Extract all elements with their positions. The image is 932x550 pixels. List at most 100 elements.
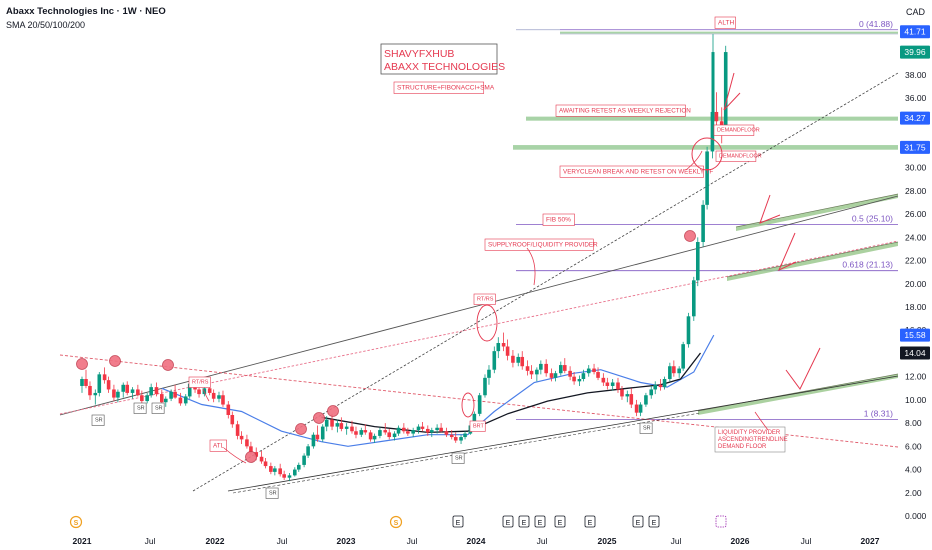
candle-up xyxy=(130,389,135,393)
candle-down xyxy=(269,466,273,472)
candle-up xyxy=(121,384,126,392)
candle-down xyxy=(529,370,534,375)
sr-label-box xyxy=(265,487,279,499)
brt-circle xyxy=(461,392,475,418)
checkmark-arrow xyxy=(723,72,741,111)
touch-point-marker xyxy=(684,230,696,242)
candle-down xyxy=(616,382,620,390)
rt-rs-label-2: RT/RS xyxy=(477,297,494,303)
price-label-box xyxy=(900,25,930,39)
candle-down xyxy=(672,366,676,374)
sr-label-box xyxy=(151,402,165,414)
earnings-event-marker: E xyxy=(456,520,461,527)
demand-floor-label-1: DEMANDFLOOR xyxy=(717,128,760,134)
sr-label: SR xyxy=(643,426,651,432)
candle-down xyxy=(125,384,130,393)
price-label-text: 34.27 xyxy=(904,113,926,123)
candle-up xyxy=(149,387,153,396)
grid-layer: 0 (41.88) 0.5 (25.10) 0.618 (21.13) 1 (8.31… xyxy=(516,19,898,420)
fib-level-label: 0.618 (21.13) xyxy=(842,260,893,270)
candle-up xyxy=(435,427,439,431)
fib50-label-box xyxy=(542,213,575,226)
candle-down xyxy=(363,430,368,433)
candle-down xyxy=(84,379,88,386)
candle-down xyxy=(439,427,443,432)
candle-down xyxy=(154,387,159,395)
y-tick-label: 30.00 xyxy=(905,163,927,173)
candle-down xyxy=(178,397,183,404)
candle-up xyxy=(293,469,297,476)
candle-down xyxy=(197,389,201,395)
sr-label: SR xyxy=(137,406,145,412)
demand-zone-band xyxy=(513,145,898,150)
touch-point-marker xyxy=(295,423,307,435)
y-tick-label: 10.00 xyxy=(905,395,927,405)
candle-down xyxy=(207,388,212,393)
candle-down xyxy=(714,111,719,122)
candle-down xyxy=(620,389,624,397)
candle-up xyxy=(668,366,672,380)
steep-trendline xyxy=(192,72,899,492)
supply-roof-line xyxy=(59,240,899,415)
sma-black-line xyxy=(321,352,702,434)
retest-circle xyxy=(691,137,723,171)
liquidity-line-1: LIQUIDITY PROVIDER xyxy=(718,430,781,436)
checkmark-arrow xyxy=(785,347,821,390)
x-tick-label: 2021 xyxy=(73,536,92,546)
price-label-box xyxy=(900,346,930,360)
diagonal-demand-band xyxy=(736,194,898,231)
candle-up xyxy=(80,379,84,386)
candle-up xyxy=(496,343,501,352)
awaiting-label: AWAITING RETEST AS WEEKLY REJECTION xyxy=(559,107,691,114)
y-tick-label: 26.00 xyxy=(905,209,927,219)
earnings-event-marker: E xyxy=(506,520,511,527)
split-event-marker: S xyxy=(74,520,79,527)
candle-down xyxy=(330,419,334,427)
candle-down xyxy=(235,424,240,436)
candle-down xyxy=(605,382,610,386)
candle-up xyxy=(396,427,401,434)
candle-up xyxy=(169,391,173,399)
price-label-box xyxy=(900,111,930,125)
currency-label: CAD xyxy=(906,7,926,17)
candle-down xyxy=(525,366,530,371)
candle-down xyxy=(259,456,264,462)
connector-curve xyxy=(202,388,210,402)
candle-up xyxy=(163,398,168,403)
y-tick-label: 22.00 xyxy=(905,256,927,266)
earnings-event-icon xyxy=(648,515,660,528)
fib-level-label: 0.5 (25.10) xyxy=(852,214,893,224)
connector-curve xyxy=(754,411,769,431)
y-tick-label: 36.00 xyxy=(905,93,927,103)
price-label-box xyxy=(900,328,930,342)
candle-up xyxy=(581,373,586,380)
candle-up xyxy=(662,379,667,388)
x-tick-label: 2027 xyxy=(861,536,880,546)
candle-down xyxy=(221,395,225,405)
sr-label-box xyxy=(451,452,465,464)
candle-down xyxy=(562,365,567,371)
candle-down xyxy=(453,437,458,441)
ath-label: ALTH xyxy=(718,20,734,27)
candle-up xyxy=(535,369,539,375)
atl-label-box xyxy=(209,439,227,452)
candle-down xyxy=(136,389,140,396)
x-tick-label: 2022 xyxy=(206,536,225,546)
candle-down xyxy=(315,434,320,440)
very-clean-label-box xyxy=(559,165,704,178)
earnings-event-marker: E xyxy=(588,520,593,527)
candle-down xyxy=(230,414,235,425)
atl-label: ATL xyxy=(213,442,225,449)
x-tick-label: 2026 xyxy=(731,536,750,546)
y-tick-label: 0.000 xyxy=(905,511,927,521)
touch-point-marker xyxy=(245,451,257,463)
price-label-text: 41.71 xyxy=(904,27,926,37)
demand-zone-band xyxy=(560,31,898,34)
liquidity-line-2: ASCENDINGTRENDLINE xyxy=(718,437,788,443)
brt-label-box xyxy=(469,420,486,432)
candle-up xyxy=(311,434,316,447)
candle-up xyxy=(705,151,709,205)
